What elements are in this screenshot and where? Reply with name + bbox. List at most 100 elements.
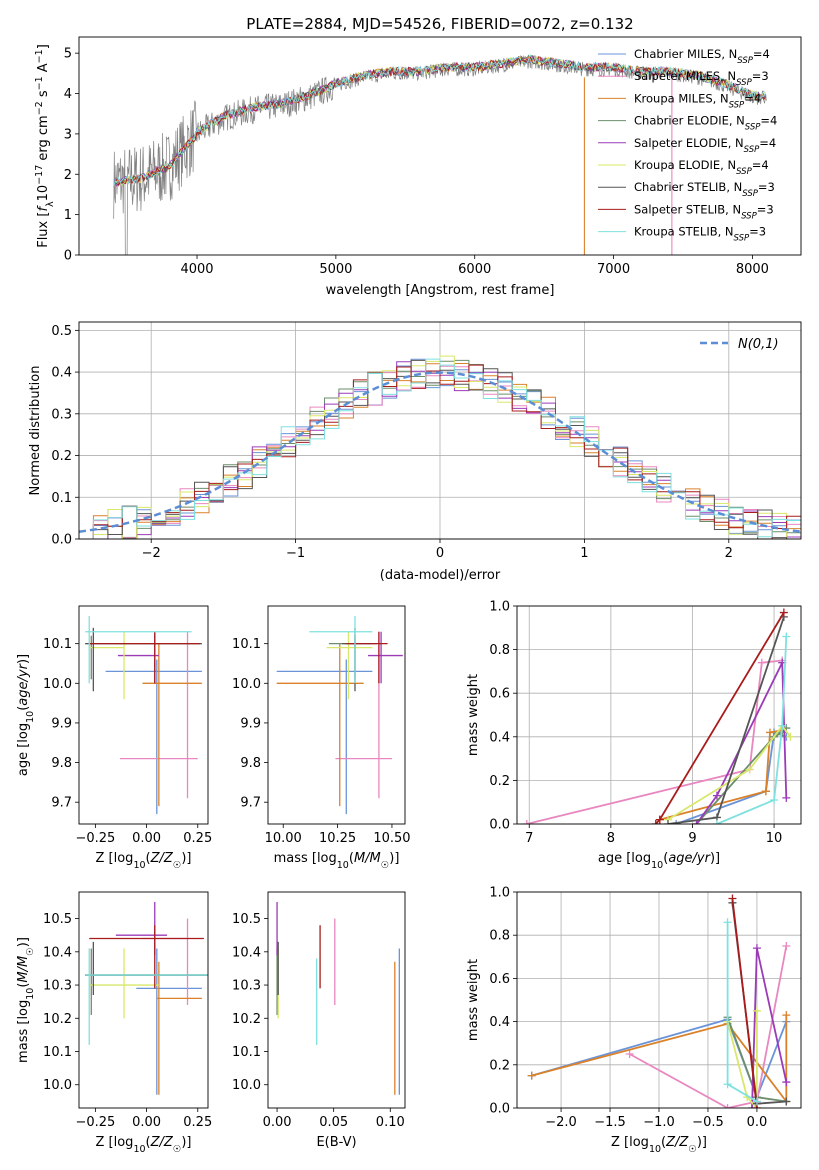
y-tick-label: 0.3: [51, 407, 72, 422]
x-tick-label: −2.0: [545, 1115, 577, 1130]
legend-subscript: SSP: [742, 189, 758, 199]
y-axis-label: Normed distribution: [28, 366, 43, 496]
weight-marker: [655, 815, 664, 824]
y-tick-label: 10.4: [43, 945, 72, 960]
label-part: s: [36, 90, 51, 101]
legend-nssp: =4: [752, 158, 769, 172]
y-tick-label: 1.0: [489, 600, 510, 615]
weight-line: [716, 636, 788, 824]
weight_vs_age-axes: 7 8 9 10 0.0 0.2 0.4 0.6 0.8 1.0: [489, 600, 801, 846]
label-part: 10: [337, 860, 349, 871]
label-part: age/yr: [16, 662, 31, 705]
x-tick-label: −0.25: [75, 1115, 115, 1130]
weight-line: [629, 945, 788, 1108]
y-tick-label: 0.8: [489, 929, 510, 944]
x-axis-label: Z [log10(Z/Z☉)]: [611, 1135, 707, 1155]
legend-subscript: SSP: [745, 123, 761, 133]
legend-nssp: =4: [760, 114, 777, 128]
weight-marker: [782, 942, 791, 950]
legend-nssp-prefix: , N: [720, 69, 736, 83]
weight-marker: [770, 796, 779, 805]
label-part: −2: [34, 101, 45, 115]
histogram-plot: [79, 355, 801, 539]
label-part: ☉: [173, 1144, 182, 1155]
spectrum-axes: 4000 5000 6000 7000 8000 0 1 2 3 4 5: [64, 47, 769, 277]
label-part: (: [349, 851, 354, 866]
mass_vs_ebv-axes: 0.00 0.05 0.10 10.0 10.1 10.2 10.3 10.4 10.5: [232, 912, 405, 1130]
model-spectrum-kroupa-stelib: [113, 53, 766, 187]
weight-marker: [663, 820, 672, 824]
legend-nssp: =4: [759, 136, 776, 150]
x-axis-label: wavelength [Angstrom, rest frame]: [326, 283, 555, 298]
legend-nssp-prefix: , N: [725, 202, 741, 216]
y-tick-label: 0.0: [489, 818, 510, 833]
residuals-frame: [78, 321, 802, 540]
y-tick-label: 0.6: [489, 687, 510, 702]
x-tick-label: 4000: [180, 262, 213, 277]
label-part: E(B-V): [316, 1135, 356, 1150]
weight-marker: [786, 732, 795, 741]
legend-name: Salpeter MILES: [634, 69, 720, 83]
x-tick-label: 0: [436, 546, 444, 561]
label-part: )]: [181, 1135, 191, 1150]
weight-line: [726, 1010, 758, 1108]
x-axis-label: mass [log10(M/M☉)]: [274, 851, 400, 871]
x-tick-label: 9: [688, 831, 696, 846]
label-part: mass [log: [16, 1000, 31, 1063]
y-tick-label: 10.5: [232, 912, 261, 927]
weight-marker: [752, 944, 761, 953]
y-tick-label: 1.0: [489, 886, 510, 901]
y-tick-label: 0.2: [489, 1058, 510, 1073]
weight-marker: [723, 1080, 732, 1089]
x-tick-label: 0.00: [263, 1115, 292, 1130]
y-tick-label: 0.2: [51, 449, 72, 464]
label-part: M/M: [354, 851, 381, 866]
label-part: (: [661, 1135, 666, 1150]
x-tick-label: −0.25: [75, 831, 115, 846]
y-tick-label: 10.0: [232, 1078, 261, 1093]
legend-nssp-prefix: , N: [718, 225, 734, 239]
legend-subscript: SSP: [744, 145, 760, 155]
legend-name: Salpeter ELODIE: [634, 136, 728, 150]
legend-entry: Chabrier STELIB, NSSP=3: [634, 180, 775, 199]
x-tick-label: 8000: [736, 262, 769, 277]
weight-marker: [723, 1104, 732, 1108]
y-tick-label: 10.2: [43, 1012, 72, 1027]
chart-title: PLATE=2884, MJD=54526, FIBERID=0072, z=0…: [246, 15, 633, 33]
y-tick-label: 0.0: [51, 533, 72, 548]
y-tick-label: 0.1: [51, 491, 72, 506]
label-part: A: [36, 63, 51, 76]
legend-subscript: SSP: [736, 78, 752, 88]
legend-name: Chabrier ELODIE: [634, 114, 729, 128]
weight-marker: [625, 1050, 634, 1058]
label-part: )]: [697, 1135, 707, 1150]
label-part: )]: [181, 851, 191, 866]
weight-marker: [728, 894, 737, 903]
x-tick-label: 0.05: [319, 1115, 348, 1130]
x-tick-label: 7: [525, 831, 533, 846]
y-axis-label: mass weight: [466, 674, 481, 756]
weight-marker: [723, 918, 732, 927]
legend-name: Kroupa ELODIE: [634, 158, 720, 172]
normal-curve: [79, 371, 801, 533]
model-spectrum-chabrier-stelib: [113, 55, 766, 187]
legend-nssp: =4: [753, 47, 770, 61]
y-tick-label: 0.0: [489, 1102, 510, 1117]
y-tick-label: 10.0: [232, 677, 261, 692]
x-tick-label: 0.25: [183, 831, 212, 846]
y-tick-label: 5: [64, 47, 72, 62]
label-part: Z [log: [96, 1135, 134, 1150]
x-tick-label: 0.10: [376, 1115, 405, 1130]
legend-nssp: =3: [757, 202, 774, 216]
weight-line: [731, 898, 758, 1108]
y-tick-label: 9.7: [51, 796, 72, 811]
y-tick-label: 0.2: [489, 774, 510, 789]
age_vs_mass-axes: 10.00 10.25 10.50 9.7 9.8 9.9 10.0 10.1: [232, 637, 411, 846]
y-tick-label: 0.8: [489, 643, 510, 658]
age_vs_Z-axes: −0.25 0.00 0.25 9.7 9.8 9.9 10.0 10.1: [43, 637, 212, 846]
label-part: Z [log: [96, 851, 134, 866]
label-part: mass [log: [274, 851, 337, 866]
y-tick-label: 0.6: [489, 972, 510, 987]
label-part: ]: [36, 44, 51, 49]
